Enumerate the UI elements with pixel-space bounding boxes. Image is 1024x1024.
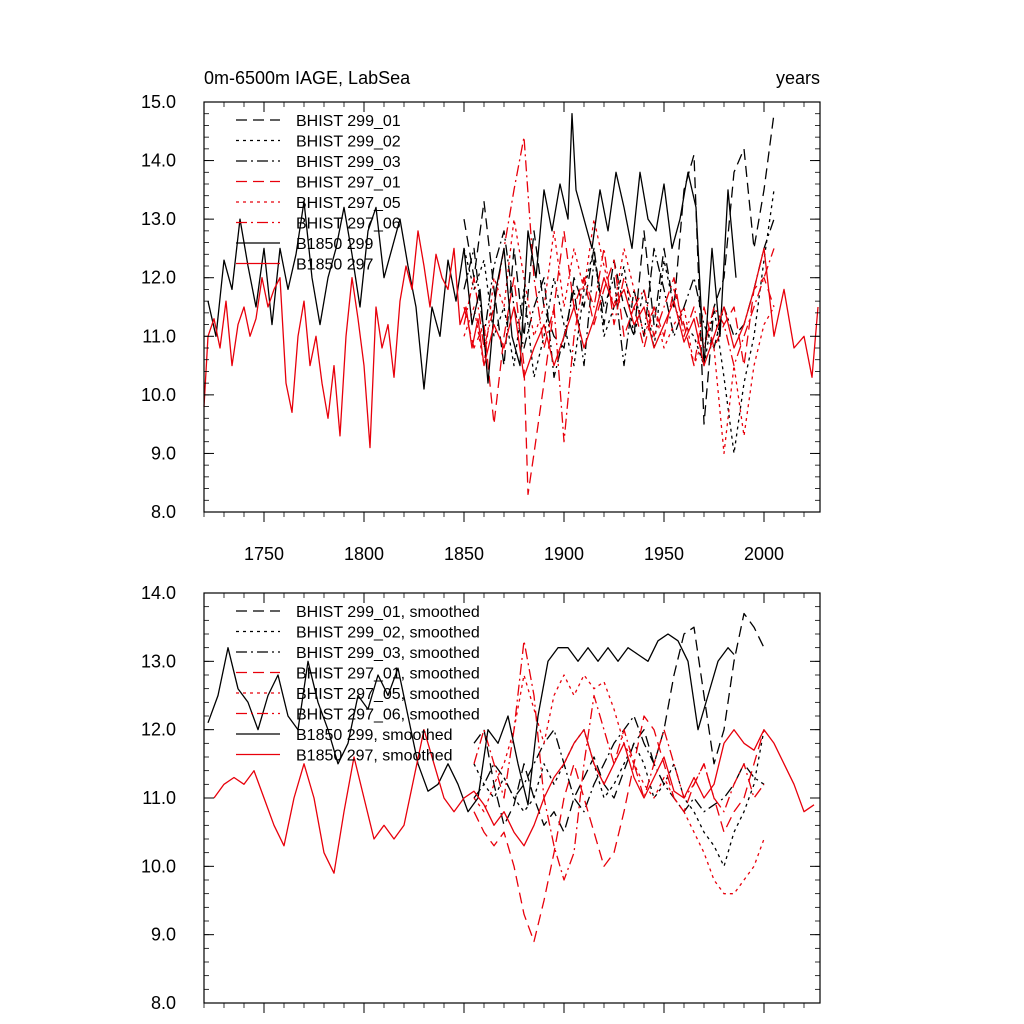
plot-frame (203, 101, 821, 513)
x-tick-label: 1850 (444, 544, 484, 564)
series-line-7 (207, 113, 737, 390)
x-tick-label: 1750 (244, 544, 284, 564)
series-line-2 (463, 189, 775, 455)
chart-title: 0m-6500m IAGE, LabSea (204, 68, 411, 88)
x-tick-label: 1800 (344, 544, 384, 564)
series-line-1 (463, 113, 775, 425)
legend-entry: BHIST 299_03 (296, 154, 401, 171)
x-tick-label: 2000 (744, 544, 784, 564)
y-tick-label: 14.0 (141, 583, 176, 603)
series-line-4 (463, 230, 775, 496)
legend-entry: BHIST 297_01, smoothed (296, 666, 480, 683)
legend-entry: BHIST 299_02 (296, 134, 401, 151)
legend-entry: BHIST 299_01 (296, 113, 401, 130)
legend-entry: BHIST 297_05, smoothed (296, 686, 480, 703)
legend-entry: BHIST 297_06 (296, 216, 401, 233)
y-tick-label: 9.0 (151, 925, 176, 945)
y-tick-label: 8.0 (151, 993, 176, 1013)
series-line-6 (473, 640, 765, 881)
y-tick-label: 13.0 (141, 651, 176, 671)
y-tick-label: 15.0 (141, 92, 176, 112)
legend-entry: BHIST 299_03, smoothed (296, 645, 480, 662)
y-tick-label: 8.0 (151, 502, 176, 522)
series-line-5 (473, 674, 765, 895)
y-tick-label: 12.0 (141, 268, 176, 288)
series-line-4 (473, 715, 765, 943)
y-tick-label: 14.0 (141, 151, 176, 171)
x-tick-label: 1900 (544, 544, 584, 564)
legend: BHIST 299_01, smoothed BHIST 299_02, smoo… (236, 604, 480, 765)
axis-ticks: 8.0 9.0 10.0 11.0 12.0 13.0 14.0 (141, 583, 820, 1013)
top-panel: 0m-6500m IAGE, LabSea years 8.0 9.0 10.0 11… (141, 68, 821, 564)
x-tick-label: 1950 (644, 544, 684, 564)
legend: BHIST 299_01 BHIST 299_02 BHIST 299_03 BHIS… (236, 113, 401, 274)
units-label: years (776, 68, 820, 88)
legend-entry: BHIST 299_01, smoothed (296, 604, 480, 621)
legend-entry: BHIST 299_02, smoothed (296, 625, 480, 642)
y-tick-label: 10.0 (141, 856, 176, 876)
series-line-5 (463, 218, 775, 455)
series-line-7 (207, 633, 735, 813)
y-tick-label: 13.0 (141, 209, 176, 229)
series-group (203, 113, 819, 496)
y-tick-label: 12.0 (141, 720, 176, 740)
series-line-2 (473, 729, 765, 867)
legend-entry: BHIST 297_06, smoothed (296, 707, 480, 724)
y-tick-label: 10.0 (141, 385, 176, 405)
y-tick-label: 9.0 (151, 443, 176, 463)
bottom-panel: 8.0 9.0 10.0 11.0 12.0 13.0 14.0 BHIST 299_01,… (141, 583, 821, 1013)
legend-entry: B1850 299 (296, 236, 374, 253)
legend-entry: BHIST 297_05 (296, 195, 401, 212)
y-tick-label: 11.0 (142, 326, 176, 346)
series-line-8 (213, 729, 815, 874)
series-line-6 (463, 136, 775, 443)
axis-ticks: 8.0 9.0 10.0 11.0 12.0 13.0 14.0 15.0 1750 1800 18… (141, 92, 820, 564)
legend-entry: B1850 299, smoothed (296, 727, 453, 744)
legend-entry: B1850 297, smoothed (296, 748, 453, 765)
series-line-8 (203, 230, 819, 449)
series-group (207, 612, 815, 943)
y-tick-label: 11.0 (142, 788, 176, 808)
series-line-1 (473, 612, 765, 833)
legend-entry: BHIST 297_01 (296, 175, 401, 192)
series-line-3 (473, 715, 765, 813)
legend-entry: B1850 297 (296, 257, 374, 274)
